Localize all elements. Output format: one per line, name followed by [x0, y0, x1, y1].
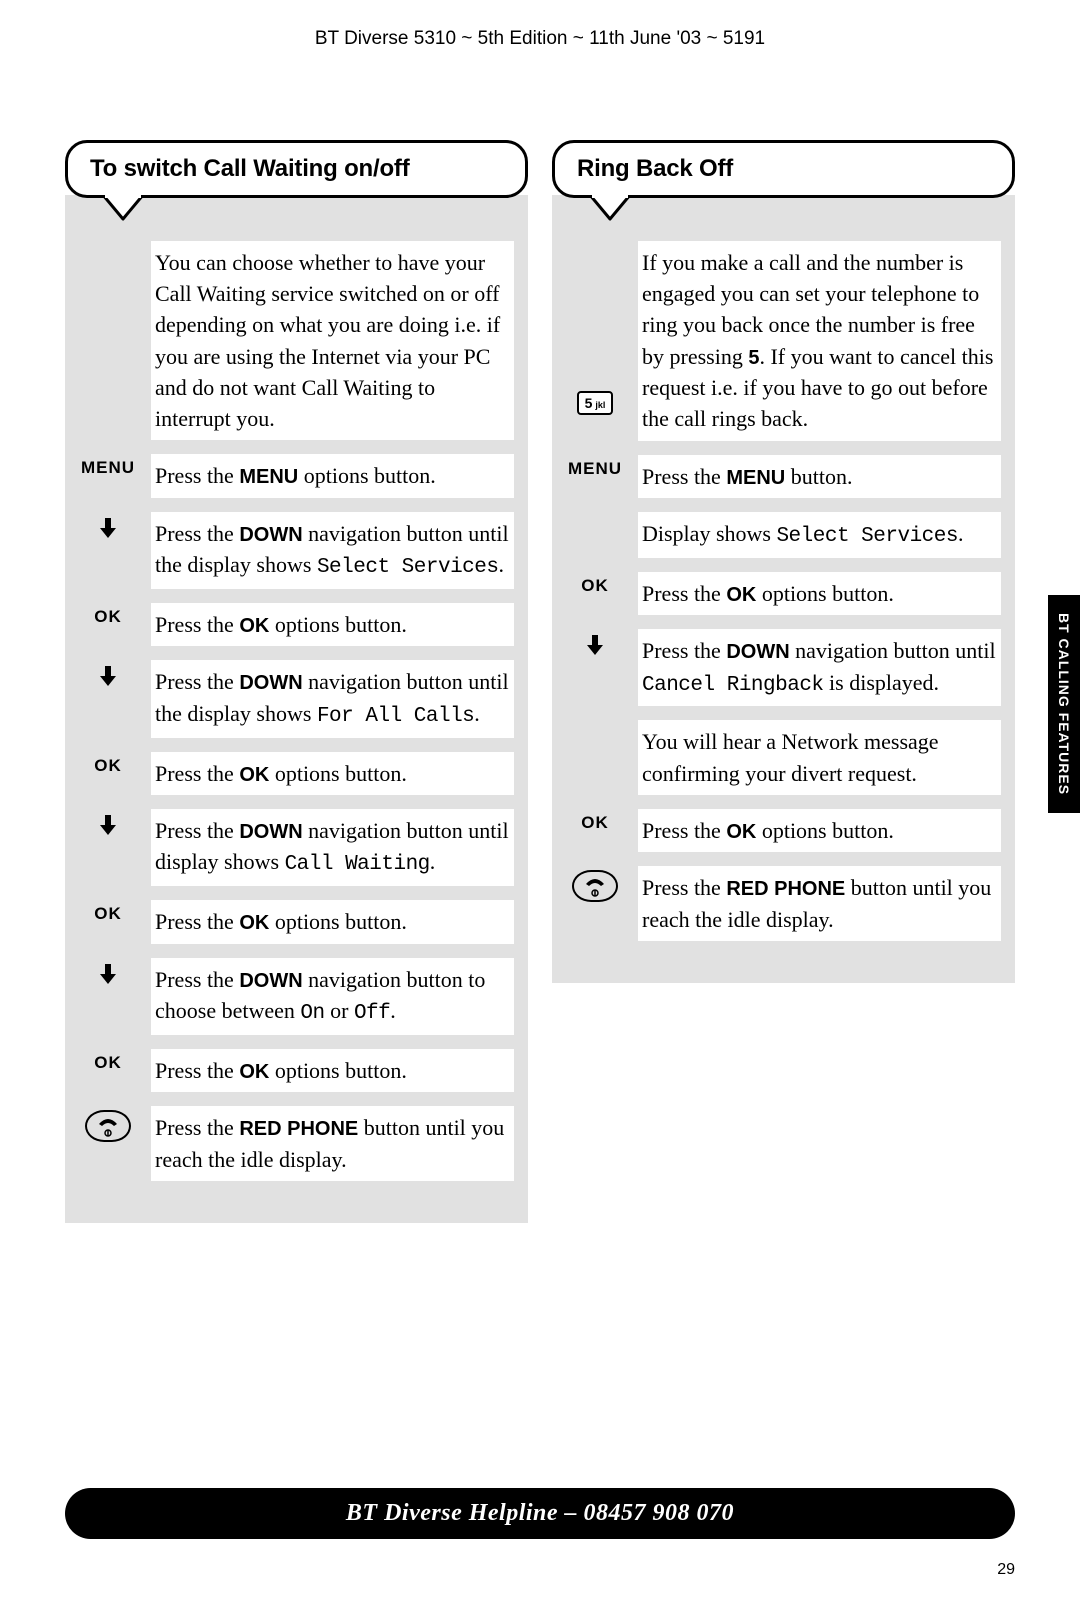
- step-row: You will hear a Network message confirmi…: [552, 720, 1001, 794]
- phone-icon: [572, 870, 618, 902]
- key-5-icon: 5jkl: [577, 391, 614, 415]
- step-row: OK Press the OK options button.: [65, 1049, 514, 1092]
- step-text: Press the OK options button.: [638, 809, 1001, 852]
- arrow-down-icon: [97, 664, 119, 688]
- step-text: Press the DOWN navigation button until t…: [151, 512, 514, 589]
- step-text: Press the RED PHONE button until you rea…: [638, 866, 1001, 941]
- step-label: OK: [581, 576, 609, 596]
- step-row: Press the DOWN navigation button to choo…: [65, 958, 514, 1035]
- page-header: BT Diverse 5310 ~ 5th Edition ~ 11th Jun…: [0, 0, 1080, 50]
- arrow-down-icon: [97, 962, 119, 986]
- step-row: Press the RED PHONE button until you rea…: [552, 866, 1001, 941]
- footer-helpline: BT Diverse Helpline – 08457 908 070: [65, 1488, 1015, 1539]
- step-label: OK: [94, 1053, 122, 1073]
- step-text: Press the MENU button.: [638, 455, 1001, 498]
- step-row: Press the RED PHONE button until you rea…: [65, 1106, 514, 1181]
- right-column: Ring Back Off 5jkl If you make a call an…: [552, 140, 1015, 1223]
- pointer-icon: [552, 195, 1015, 221]
- step-row: OK Press the OK options button.: [65, 900, 514, 943]
- step-row: Display shows Select Services.: [552, 512, 1001, 558]
- left-title: To switch Call Waiting on/off: [90, 155, 503, 183]
- step-text: Press the OK options button.: [151, 603, 514, 646]
- page-number: 29: [997, 1561, 1015, 1579]
- step-row: MENU Press the MENU button.: [552, 455, 1001, 498]
- step-text: Press the DOWN navigation button to choo…: [151, 958, 514, 1035]
- step-label: MENU: [81, 458, 135, 478]
- step-row: Press the DOWN navigation button until t…: [65, 512, 514, 589]
- right-title: Ring Back Off: [577, 155, 990, 183]
- arrow-down-icon: [97, 813, 119, 837]
- phone-icon: [85, 1110, 131, 1142]
- left-column: To switch Call Waiting on/off You can ch…: [65, 140, 528, 1223]
- pointer-icon: [65, 195, 528, 221]
- step-row: OK Press the OK options button.: [65, 752, 514, 795]
- right-tab-header: Ring Back Off: [552, 140, 1015, 198]
- left-body: You can choose whether to have your Call…: [65, 195, 528, 1223]
- step-row: Press the DOWN navigation button until C…: [552, 629, 1001, 706]
- side-tab: BT CALLING FEATURES: [1048, 595, 1080, 813]
- left-tab-header: To switch Call Waiting on/off: [65, 140, 528, 198]
- step-text: Press the OK options button.: [151, 900, 514, 943]
- content-columns: To switch Call Waiting on/off You can ch…: [0, 50, 1080, 1223]
- step-label: MENU: [568, 459, 622, 479]
- step-row: OK Press the OK options button.: [552, 809, 1001, 852]
- arrow-down-icon: [97, 516, 119, 540]
- right-body: 5jkl If you make a call and the number i…: [552, 195, 1015, 983]
- step-text: Press the OK options button.: [638, 572, 1001, 615]
- step-label: OK: [581, 813, 609, 833]
- step-text: Press the DOWN navigation button until d…: [151, 809, 514, 886]
- step-text: Press the RED PHONE button until you rea…: [151, 1106, 514, 1181]
- step-text: Display shows Select Services.: [638, 512, 1001, 558]
- step-text: Press the DOWN navigation button until t…: [151, 660, 514, 737]
- step-text: Press the MENU options button.: [151, 454, 514, 497]
- right-intro: If you make a call and the number is eng…: [638, 241, 1001, 441]
- step-text: Press the OK options button.: [151, 752, 514, 795]
- step-row: MENU Press the MENU options button.: [65, 454, 514, 497]
- step-text: Press the OK options button.: [151, 1049, 514, 1092]
- step-label: OK: [94, 756, 122, 776]
- left-intro: You can choose whether to have your Call…: [151, 241, 514, 440]
- step-row: OK Press the OK options button.: [65, 603, 514, 646]
- step-row: OK Press the OK options button.: [552, 572, 1001, 615]
- step-row: Press the DOWN navigation button until d…: [65, 809, 514, 886]
- arrow-down-icon: [584, 633, 606, 657]
- step-label: OK: [94, 904, 122, 924]
- step-text: You will hear a Network message confirmi…: [638, 720, 1001, 794]
- step-text: Press the DOWN navigation button until C…: [638, 629, 1001, 706]
- step-label: OK: [94, 607, 122, 627]
- step-row: Press the DOWN navigation button until t…: [65, 660, 514, 737]
